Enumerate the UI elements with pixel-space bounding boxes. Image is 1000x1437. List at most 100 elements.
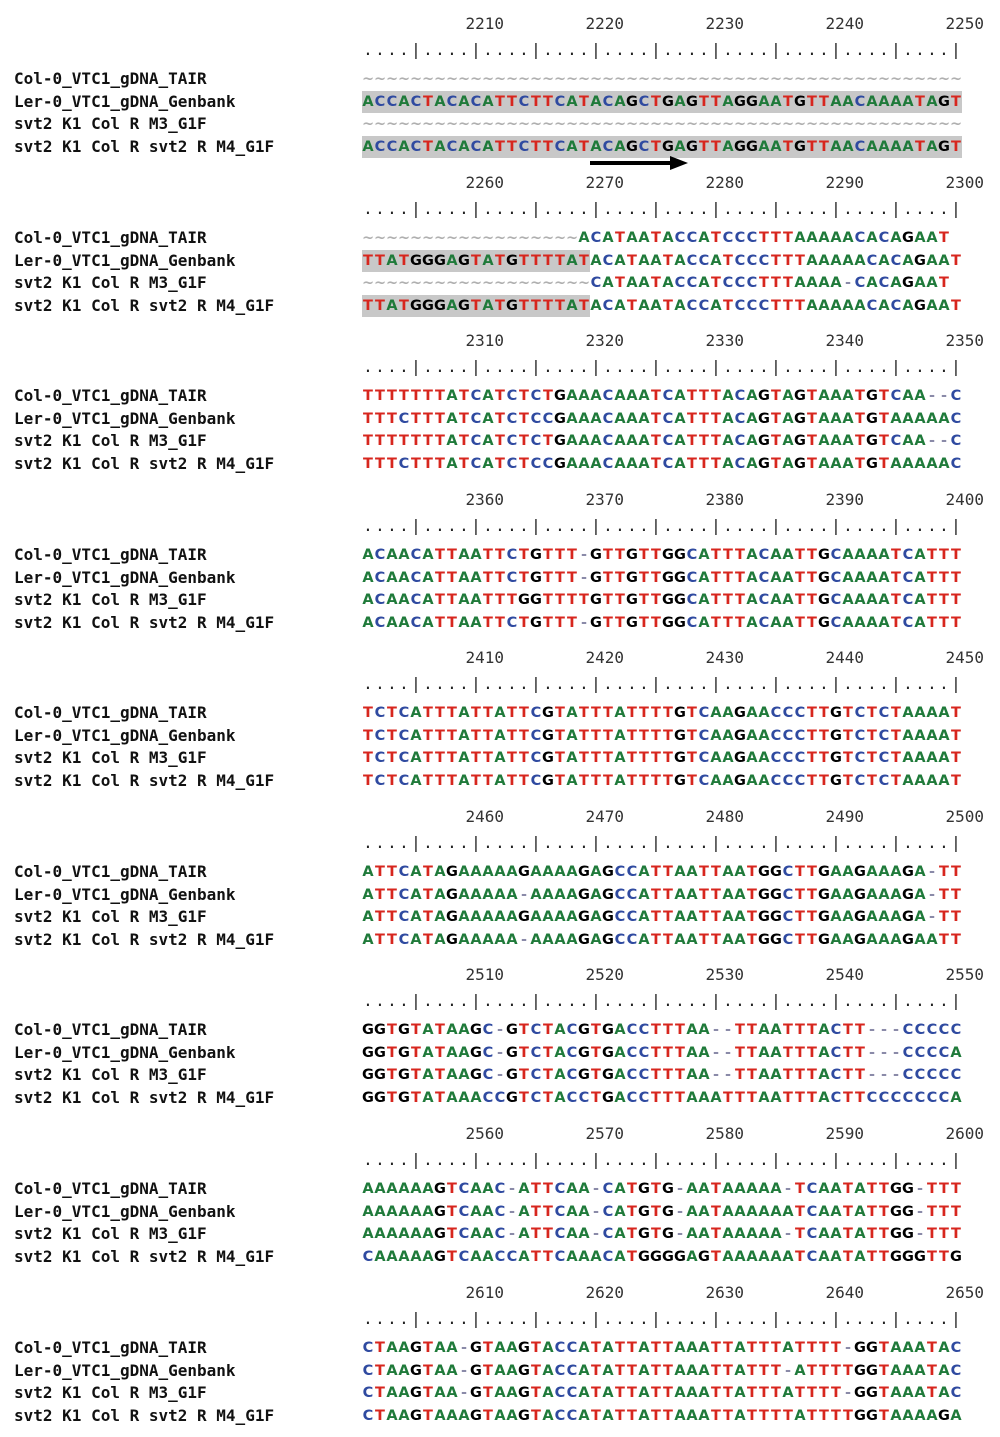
ruler-ticks: .... |.... |.... |.... |.... |.... |.... |.... |… (363, 199, 961, 218)
nucleotide-sequence: ~~~~~~~~~~~~~~~~~~ACATAATACCAT CCC T T TAAAA… (362, 230, 949, 246)
nucleotide-sequence: AAAAAAGT CAAC - AT T CAA - CATGTG - AATAAAAAAT CAA… (362, 1204, 961, 1220)
ruler-position: 2630 (705, 1283, 744, 1302)
ruler-position: 2480 (705, 807, 744, 826)
ruler-position: 2440 (825, 648, 864, 667)
alignment-block: 2460 2470 2480 2490 2500 .... |.... |.... |.... |… (0, 807, 1000, 957)
sequence-row: Ler-0_VTC1_gDNA_Genbank T T T C T T TAT CAT C T CCG… (0, 408, 1000, 430)
nucleotide-sequence: AT T CATAGAAAAAGAAAAGAGCCAT TAAT TAATGGC T TGA… (362, 864, 961, 880)
ruler-position: 2210 (465, 14, 504, 33)
alignment-block: 2260 2270 2280 2290 2300 .... |.... |.... |.... |… (0, 173, 1000, 323)
sample-label: svt2 K1 Col R M3_G1F (14, 1065, 207, 1084)
ruler-position: 2230 (705, 14, 744, 33)
sequence-row: Col-0_VTC1_gDNA_TAIR AAAAAAGT CAAC - AT T CAA -… (0, 1178, 1000, 1200)
alignment-block: 2410 2420 2430 2440 2450 .... |.... |.... |.... |… (0, 648, 1000, 798)
sequence-row: svt2 K1 Col R M3_G1F T C T CAT T TAT TAT T CGTAT T… (0, 747, 1000, 769)
sample-label: Col-0_VTC1_gDNA_TAIR (14, 1020, 207, 1039)
ruler-position: 2300 (945, 173, 984, 192)
nucleotide-sequence: T C T CAT T TAT TAT T CGTAT T TAT T T TGT CAAGAACCC T TG… (363, 773, 961, 789)
nucleotide-sequence: T T T C T T TAT CAT C T CCGAAACAAAT CAT T TACAGTAGTAA… (363, 456, 962, 472)
ruler-position: 2250 (945, 14, 984, 33)
sequence-row: Ler-0_VTC1_gDNA_Genbank ACAACAT TAAT T C TGT T… (0, 567, 1000, 589)
sequence-row: svt2 K1 Col R svt2 R M4_G1F AT T CATAGAAAAA… (0, 929, 1000, 951)
ruler-position: 2490 (825, 807, 864, 826)
sequence-row: Col-0_VTC1_gDNA_TAIR ACAACAT TAAT T C TGT T T - G… (0, 544, 1000, 566)
sequence-row: svt2 K1 Col R svt2 R M4_G1F C TAAGTAAAGTAA… (0, 1405, 1000, 1427)
sequence-row: Col-0_VTC1_gDNA_TAIR GGTGTATAAGC - GT C TACGT… (0, 1019, 1000, 1041)
sequence-row: Col-0_VTC1_gDNA_TAIR T T T T T T TAT CAT C T C TGAAA… (0, 385, 1000, 407)
nucleotide-sequence: ACCAC TACACAT T C T T CATACAGC TGAGT TAGGAATGT TA… (362, 91, 962, 113)
sample-label: svt2 K1 Col R M3_G1F (14, 748, 207, 767)
sample-label: Ler-0_VTC1_gDNA_Genbank (14, 726, 236, 745)
sample-label: svt2 K1 Col R svt2 R M4_G1F (14, 137, 275, 156)
nucleotide-sequence: AAAAAAGT CAAC - AT T CAA - CATGTG - AATAAAAA - T CAA… (362, 1181, 961, 1197)
ruler-ticks: .... |.... |.... |.... |.... |.... |.... |.... |… (363, 833, 961, 852)
sequence-row: Col-0_VTC1_gDNA_TAIR AT T CATAGAAAAAGAAAAGA… (0, 861, 1000, 883)
ruler-position: 2510 (465, 965, 504, 984)
ruler-position: 2550 (945, 965, 984, 984)
nucleotide-sequence: ACAACAT TAAT T TGGT T T TGT TGT TGGCAT T TACAAT TGC… (362, 592, 961, 608)
ruler-position: 2320 (585, 331, 624, 350)
nucleotide-sequence: T C T CAT T TAT TAT T CGTAT T TAT T T TGT CAAGAACCC T TG… (363, 728, 961, 744)
nucleotide-sequence: T C T CAT T TAT TAT T CGTAT T TAT T T TGT CAAGAACCC T TG… (363, 705, 961, 721)
ruler-ticks: .... |.... |.... |.... |.... |.... |.... |.... |… (363, 1150, 961, 1169)
nucleotide-sequence: ~~~~~~~~~~~~~~~~~~~CATAATACCAT CCC T T TAAAA… (362, 275, 949, 291)
sample-label: Col-0_VTC1_gDNA_TAIR (14, 703, 207, 722)
ruler-position: 2610 (465, 1283, 504, 1302)
ruler-position: 2370 (585, 490, 624, 509)
sample-label: Col-0_VTC1_gDNA_TAIR (14, 69, 207, 88)
ruler-position: 2430 (705, 648, 744, 667)
sequence-row: svt2 K1 Col R svt2 R M4_G1F T C T CAT T TAT TAT… (0, 770, 1000, 792)
sequence-row: svt2 K1 Col R svt2 R M4_G1F T T T C T T TAT CAT C… (0, 453, 1000, 475)
sequence-row: svt2 K1 Col R svt2 R M4_G1F ACCAC TACACAT T… (0, 136, 1000, 158)
ruler-position: 2310 (465, 331, 504, 350)
nucleotide-sequence: AT T CATAGAAAAA - AAAAGAGCCAT TAAT TAATGGC T TGA… (362, 932, 961, 948)
nucleotide-sequence: GGTGTATAAACCGT C TACC TGACC T T TAAAT T TAAT T TAC… (362, 1090, 962, 1106)
sequence-row: Col-0_VTC1_gDNA_TAIR T C T CAT T TAT TAT T CGTAT T… (0, 702, 1000, 724)
ruler-position: 2360 (465, 490, 504, 509)
primer-arrow-icon (590, 156, 688, 170)
sequence-row: svt2 K1 Col R svt2 R M4_G1F T TATGGGAGTATG… (0, 295, 1000, 317)
ruler-position: 2400 (945, 490, 984, 509)
ruler-position: 2410 (465, 648, 504, 667)
ruler-position: 2650 (945, 1283, 984, 1302)
sequence-row: Ler-0_VTC1_gDNA_Genbank T C T CAT T TAT TAT T CGT… (0, 725, 1000, 747)
ruler-position: 2330 (705, 331, 744, 350)
sample-label: Col-0_VTC1_gDNA_TAIR (14, 1338, 207, 1357)
sequence-row: Ler-0_VTC1_gDNA_Genbank AAAAAAGT CAAC - AT T C… (0, 1201, 1000, 1223)
sample-label: Col-0_VTC1_gDNA_TAIR (14, 386, 207, 405)
alignment-block: 2560 2570 2580 2590 2600 .... |.... |.... |.... |… (0, 1124, 1000, 1274)
sample-label: svt2 K1 Col R M3_G1F (14, 590, 207, 609)
ruler-position: 2270 (585, 173, 624, 192)
sequence-row: svt2 K1 Col R svt2 R M4_G1F ACAACAT TAAT T C… (0, 612, 1000, 634)
nucleotide-sequence: AAAAAAGT CAAC - AT T CAA - CATGTG - AATAAAAA - T CAA… (362, 1226, 961, 1242)
sample-label: svt2 K1 Col R svt2 R M4_G1F (14, 613, 275, 632)
ruler-position: 2220 (585, 14, 624, 33)
sample-label: svt2 K1 Col R svt2 R M4_G1F (14, 454, 275, 473)
ruler-position: 2420 (585, 648, 624, 667)
ruler-position: 2260 (465, 173, 504, 192)
sample-label: Ler-0_VTC1_gDNA_Genbank (14, 409, 236, 428)
sequence-row: Col-0_VTC1_gDNA_TAIR C TAAGTAA - GTAAGTACCAT… (0, 1337, 1000, 1359)
ruler-position: 2500 (945, 807, 984, 826)
ruler-position: 2540 (825, 965, 864, 984)
ruler-position: 2600 (945, 1124, 984, 1143)
sample-label: Col-0_VTC1_gDNA_TAIR (14, 545, 207, 564)
ruler-position: 2350 (945, 331, 984, 350)
sequence-row: Ler-0_VTC1_gDNA_Genbank AT T CATAGAAAAA - AAA… (0, 884, 1000, 906)
ruler-position: 2530 (705, 965, 744, 984)
sample-label: Ler-0_VTC1_gDNA_Genbank (14, 885, 236, 904)
nucleotide-sequence: C TAAGTAA - GTAAGTACCATAT TAT TAAAT TAT T TAT T T T… (362, 1340, 962, 1356)
ruler-position: 2640 (825, 1283, 864, 1302)
ruler-position: 2580 (705, 1124, 744, 1143)
alignment-block: 2610 2620 2630 2640 2650 .... |.... |.... |.... |… (0, 1283, 1000, 1433)
nucleotide-sequence: ~~~~~~~~~~~~~~~~~~~~~~~~~~~~~~~~~~~~~~~~… (362, 116, 963, 132)
ruler-position: 2380 (705, 490, 744, 509)
sample-label: Ler-0_VTC1_gDNA_Genbank (14, 1043, 236, 1062)
sequence-row: svt2 K1 Col R M3_G1F T T T T T T TAT CAT C T C TGAAA… (0, 430, 1000, 452)
sample-label: svt2 K1 Col R svt2 R M4_G1F (14, 1088, 275, 1107)
sequence-row: svt2 K1 Col R svt2 R M4_G1F GGTGTATAAACCG… (0, 1087, 1000, 1109)
sample-label: Ler-0_VTC1_gDNA_Genbank (14, 92, 236, 111)
nucleotide-sequence: C TAAGTAA - GTAAGTACCATAT TAT TAAAT TAT T TAT T T T… (362, 1385, 962, 1401)
ruler-ticks: .... |.... |.... |.... |.... |.... |.... |.... |… (363, 357, 961, 376)
nucleotide-sequence: T C T CAT T TAT TAT T CGTAT T TAT T T TGT CAAGAACCC T TG… (363, 750, 961, 766)
